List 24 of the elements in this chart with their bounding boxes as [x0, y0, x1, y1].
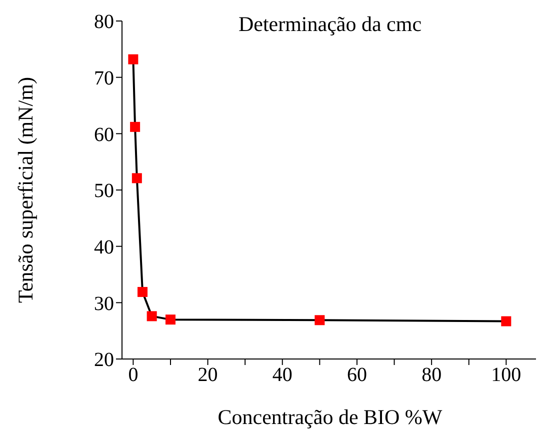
- y-tick-label: 40: [94, 236, 114, 258]
- y-tick-label: 70: [94, 67, 114, 90]
- y-tick-label: 30: [94, 292, 114, 315]
- point: [138, 286, 148, 297]
- x-tick-label: 20: [198, 364, 218, 386]
- point: [146, 311, 157, 322]
- y-axis-title: Tensão superficial (mN/m): [14, 77, 38, 303]
- point: [165, 314, 176, 325]
- x-tick-label: 100: [491, 364, 522, 386]
- point: [132, 173, 142, 184]
- x-tick-label: 0: [128, 364, 138, 386]
- y-tick-label: 80: [94, 11, 114, 34]
- x-tick-label: 80: [422, 364, 442, 386]
- y-tick-label: 60: [94, 124, 114, 146]
- point: [501, 316, 512, 326]
- x-tick-label: 60: [346, 364, 367, 386]
- point: [314, 315, 325, 326]
- point: [128, 54, 138, 64]
- x-tick-label: 40: [272, 364, 292, 386]
- point: [130, 122, 140, 132]
- x-axis-title: Concentração de BIO %W: [216, 405, 444, 430]
- y-tick-label: 50: [94, 180, 114, 202]
- chart-title: Determinação da cmc: [237, 12, 423, 37]
- y-tick-label: 20: [94, 349, 114, 372]
